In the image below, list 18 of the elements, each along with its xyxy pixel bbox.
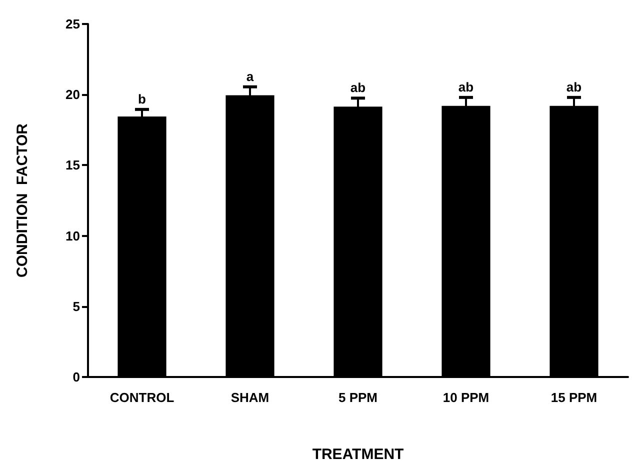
x-tick-label: 5 PPM <box>338 390 378 405</box>
annotation: ab <box>566 79 582 94</box>
annotation: b <box>138 91 146 106</box>
y-tick-label: 0 <box>72 370 80 384</box>
x-tick-label: CONTROL <box>110 390 174 405</box>
x-axis-title: TREATMENT <box>312 446 404 463</box>
y-tick-label: 10 <box>66 228 80 244</box>
y-tick-label: 20 <box>66 87 80 102</box>
y-tick-label: 15 <box>66 158 80 173</box>
x-tick-label: 10 PPM <box>442 390 490 405</box>
y-tick-label: 25 <box>66 16 80 32</box>
x-tick-label: SHAM <box>230 390 270 405</box>
y-tick-label: 5 <box>72 298 80 314</box>
annotation: ab <box>458 79 474 94</box>
x-tick-label: 15 PPM <box>550 390 598 405</box>
y-axis-title: CONDITION FACTOR <box>14 123 31 278</box>
annotation: a <box>246 68 254 84</box>
annotation: ab <box>350 80 366 96</box>
